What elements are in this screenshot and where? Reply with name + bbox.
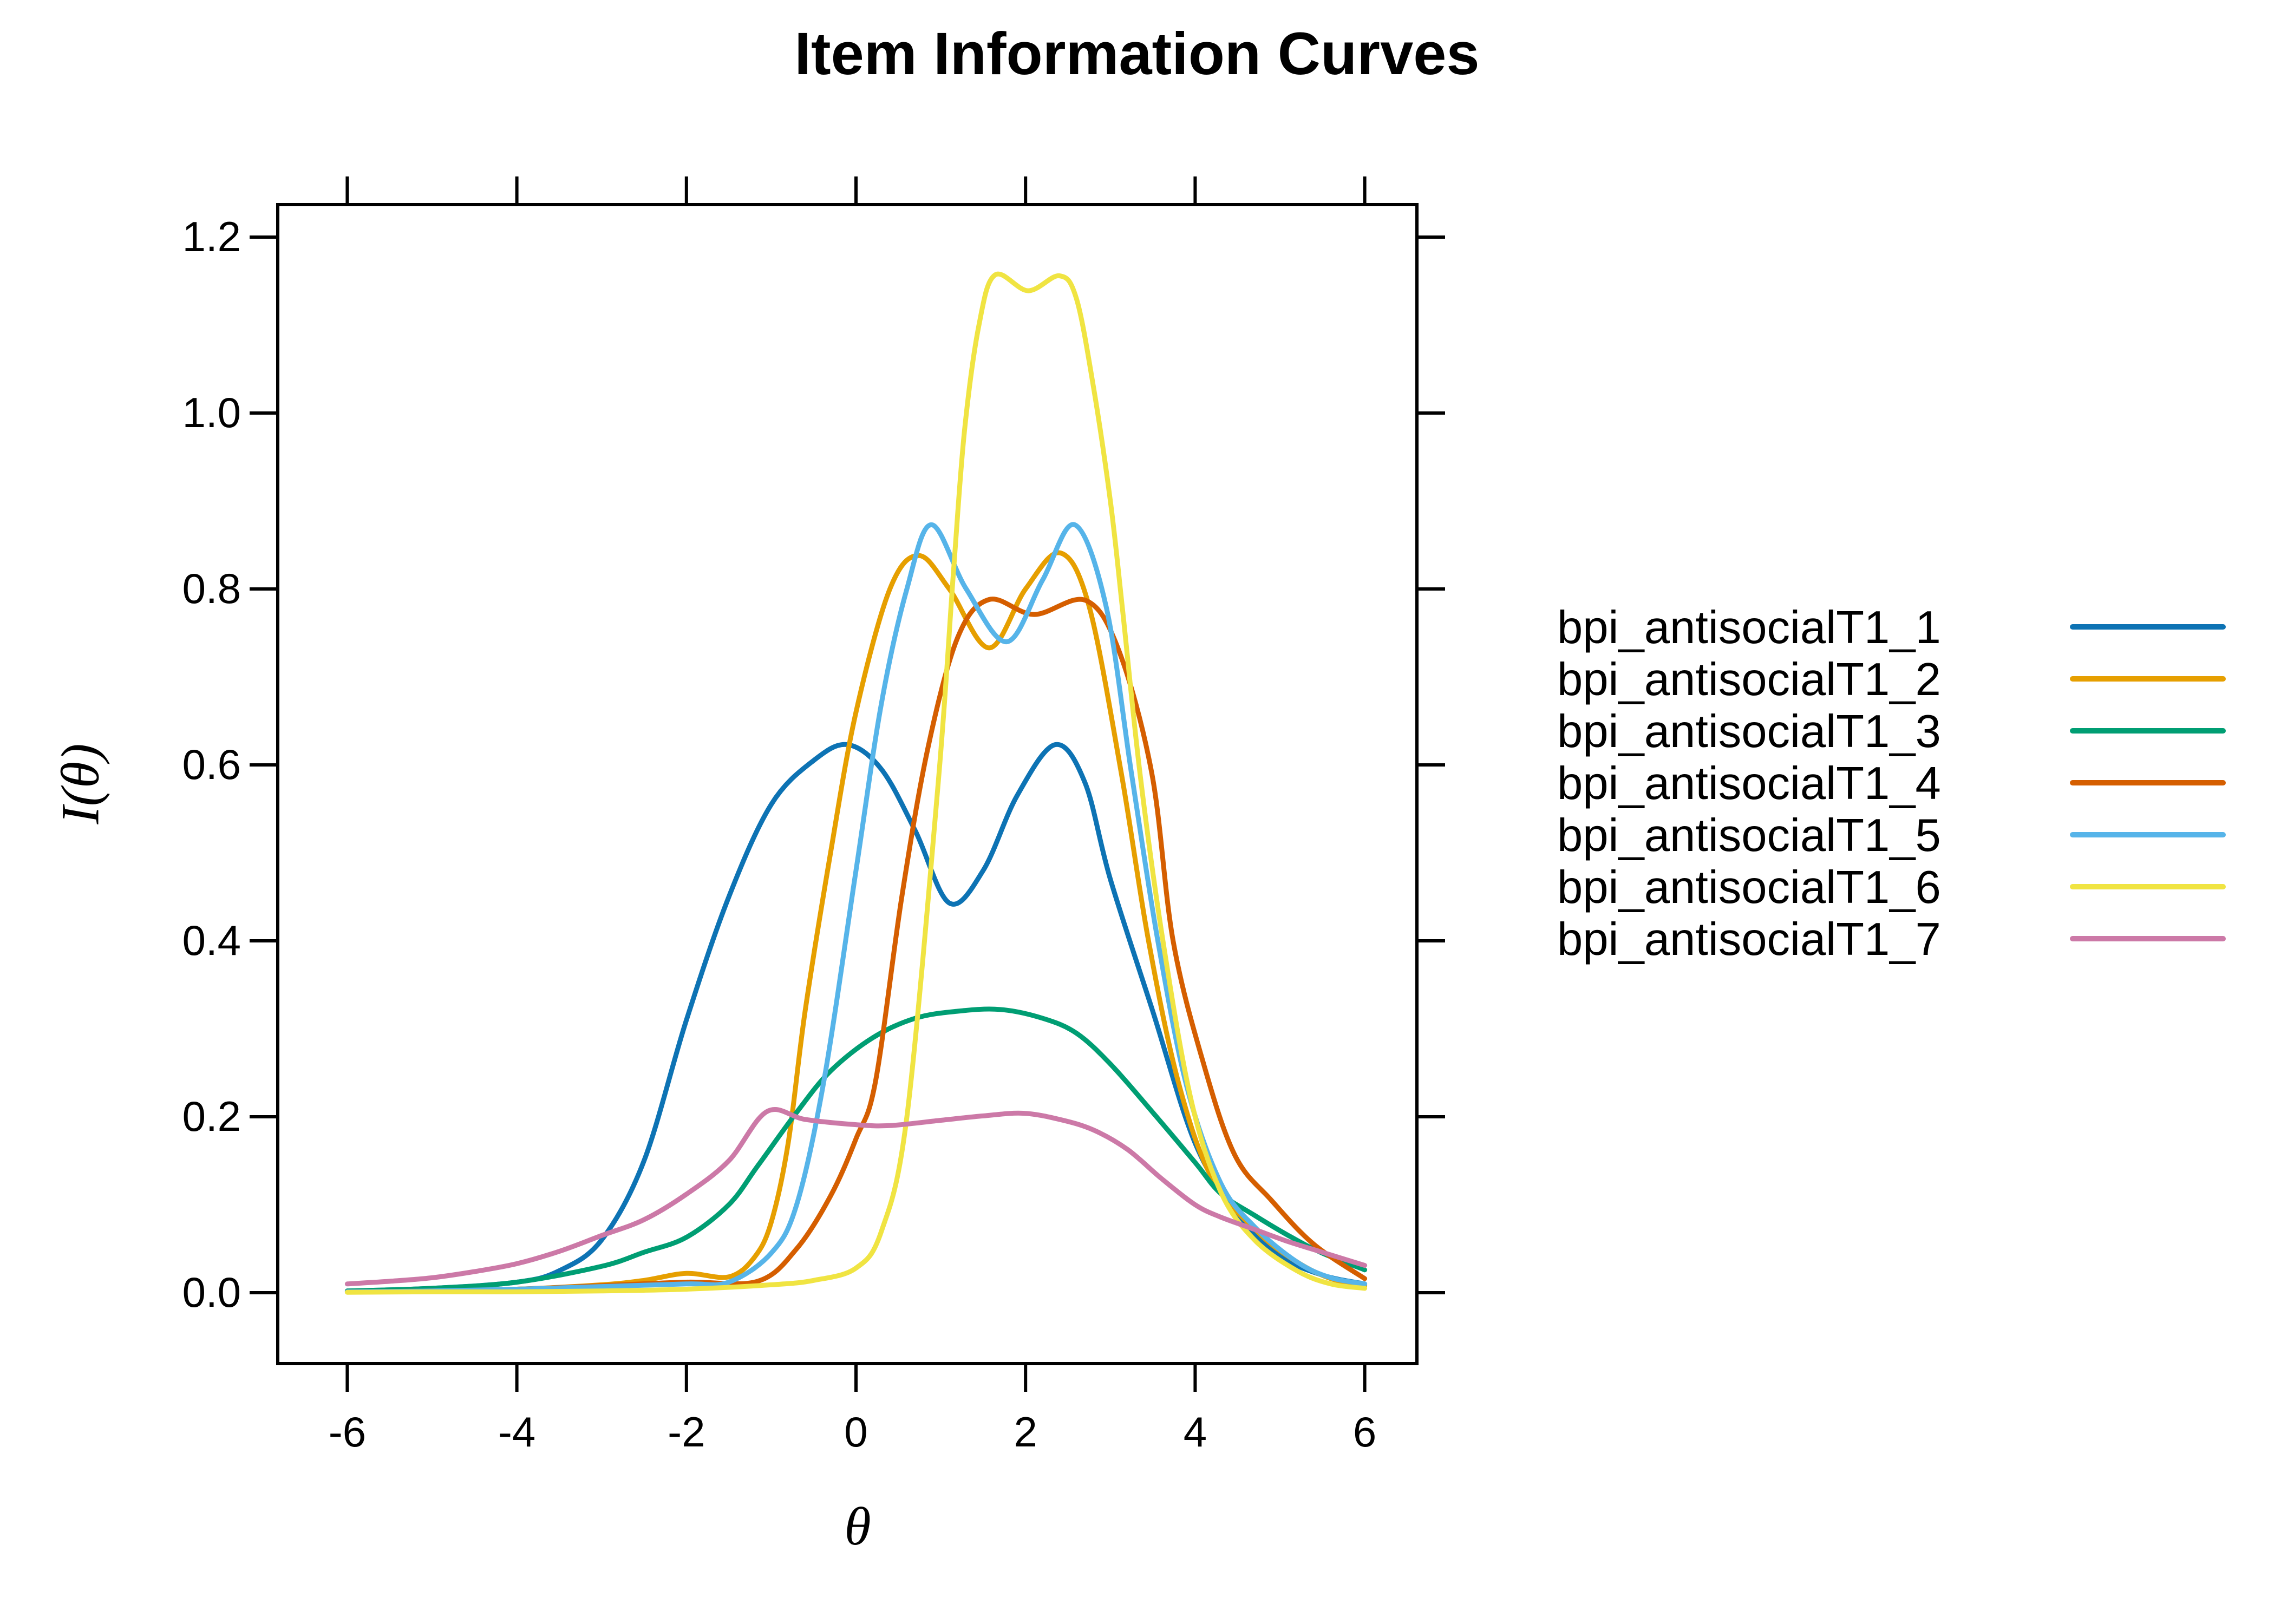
- legend-label-bpi_antisocialT1_2: bpi_antisocialT1_2: [1557, 654, 1941, 705]
- curve-bpi_antisocialT1_7: [344, 1107, 1368, 1287]
- y-tick-label: 0.6: [182, 741, 241, 788]
- plot-box: [276, 203, 1419, 1365]
- y-tick-label: 1.2: [182, 213, 241, 260]
- y-tick-label: 0.2: [182, 1092, 241, 1140]
- x-tick-label: 6: [1353, 1408, 1376, 1456]
- y-axis-title: I(θ): [50, 743, 110, 824]
- x-tick-label: -2: [668, 1408, 705, 1456]
- legend-label-bpi_antisocialT1_7: bpi_antisocialT1_7: [1557, 914, 1941, 965]
- x-tick-label: 2: [1014, 1408, 1037, 1456]
- y-tick-label: 0.8: [182, 565, 241, 612]
- x-axis-title: θ: [844, 1496, 871, 1556]
- legend-label-bpi_antisocialT1_4: bpi_antisocialT1_4: [1557, 758, 1941, 809]
- x-tick-label: -6: [329, 1408, 366, 1456]
- y-tick-label: 0.0: [182, 1268, 241, 1316]
- page-title: Item Information Curves: [794, 21, 1480, 87]
- legend-label-bpi_antisocialT1_3: bpi_antisocialT1_3: [1557, 706, 1941, 757]
- legend-label-bpi_antisocialT1_1: bpi_antisocialT1_1: [1557, 602, 1941, 653]
- y-tick-label: 1.0: [182, 389, 241, 436]
- legend-label-bpi_antisocialT1_6: bpi_antisocialT1_6: [1557, 862, 1941, 913]
- x-tick-label: -4: [498, 1408, 535, 1456]
- curve-bpi_antisocialT1_1: [344, 742, 1368, 1294]
- x-tick-label: 0: [844, 1408, 867, 1456]
- curve-bpi_antisocialT1_2: [344, 550, 1368, 1294]
- curve-bpi_antisocialT1_6: [344, 271, 1368, 1295]
- x-tick-label: 4: [1184, 1408, 1207, 1456]
- legend-label-bpi_antisocialT1_5: bpi_antisocialT1_5: [1557, 810, 1941, 861]
- curve-bpi_antisocialT1_3: [344, 1006, 1368, 1294]
- y-tick-label: 0.4: [182, 916, 241, 964]
